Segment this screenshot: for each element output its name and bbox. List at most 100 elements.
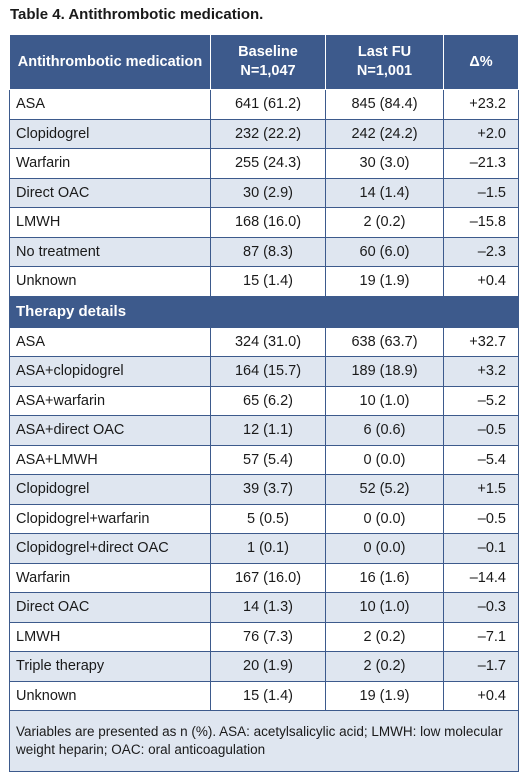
cell-last-fu: 6 (0.6)	[325, 415, 444, 446]
cell-delta: +3.2	[443, 356, 519, 387]
cell-last-fu: 10 (1.0)	[325, 592, 444, 623]
cell-last-fu: 242 (24.2)	[325, 118, 444, 149]
cell-baseline: 14 (1.3)	[210, 592, 326, 623]
header-medication: Antithrombotic medication	[9, 34, 211, 90]
cell-delta: –5.2	[443, 385, 519, 416]
cell-label: Unknown	[9, 680, 211, 711]
cell-label: Clopidogrel	[9, 118, 211, 149]
cell-last-fu: 10 (1.0)	[325, 385, 444, 416]
cell-baseline: 232 (22.2)	[210, 118, 326, 149]
table-row: ASA 324 (31.0) 638 (63.7) +32.7	[9, 326, 519, 357]
cell-last-fu: 16 (1.6)	[325, 562, 444, 593]
cell-label: ASA	[9, 89, 211, 120]
cell-delta: +0.4	[443, 266, 519, 297]
footnote-row: Variables are presented as n (%). ASA: a…	[9, 710, 519, 772]
cell-baseline: 5 (0.5)	[210, 503, 326, 534]
cell-label: Unknown	[9, 266, 211, 297]
cell-delta: –15.8	[443, 207, 519, 238]
table-row: Warfarin 255 (24.3) 30 (3.0) –21.3	[9, 148, 519, 179]
cell-baseline: 324 (31.0)	[210, 326, 326, 357]
cell-last-fu: 189 (18.9)	[325, 356, 444, 387]
cell-baseline: 641 (61.2)	[210, 89, 326, 120]
cell-label: Clopidogrel	[9, 474, 211, 505]
table-row: No treatment 87 (8.3) 60 (6.0) –2.3	[9, 236, 519, 267]
table-row: Direct OAC 30 (2.9) 14 (1.4) –1.5	[9, 177, 519, 208]
cell-label: ASA+LMWH	[9, 444, 211, 475]
cell-last-fu: 14 (1.4)	[325, 177, 444, 208]
table-row: Warfarin 167 (16.0) 16 (1.6) –14.4	[9, 562, 519, 593]
cell-delta: –2.3	[443, 236, 519, 267]
cell-label: Clopidogrel+warfarin	[9, 503, 211, 534]
cell-last-fu: 19 (1.9)	[325, 680, 444, 711]
cell-last-fu: 0 (0.0)	[325, 444, 444, 475]
cell-label: ASA+clopidogrel	[9, 356, 211, 387]
cell-last-fu: 0 (0.0)	[325, 503, 444, 534]
cell-delta: –5.4	[443, 444, 519, 475]
cell-delta: –7.1	[443, 621, 519, 652]
cell-delta: –0.5	[443, 415, 519, 446]
cell-label: Direct OAC	[9, 592, 211, 623]
cell-delta: –1.7	[443, 651, 519, 682]
table-row: ASA+LMWH 57 (5.4) 0 (0.0) –5.4	[9, 444, 519, 475]
cell-last-fu: 2 (0.2)	[325, 651, 444, 682]
cell-delta: –14.4	[443, 562, 519, 593]
cell-delta: +2.0	[443, 118, 519, 149]
table-row: ASA+warfarin 65 (6.2) 10 (1.0) –5.2	[9, 385, 519, 416]
cell-baseline: 76 (7.3)	[210, 621, 326, 652]
cell-label: No treatment	[9, 236, 211, 267]
table-row: ASA+clopidogrel 164 (15.7) 189 (18.9) +3.2	[9, 356, 519, 387]
cell-delta: –0.5	[443, 503, 519, 534]
cell-baseline: 12 (1.1)	[210, 415, 326, 446]
cell-last-fu: 30 (3.0)	[325, 148, 444, 179]
header-baseline-n: N=1,047	[240, 63, 296, 79]
header-baseline: Baseline N=1,047	[210, 34, 326, 90]
cell-label: ASA+warfarin	[9, 385, 211, 416]
section-header-row: Therapy details	[9, 295, 519, 328]
section-title: Therapy details	[9, 295, 519, 328]
cell-last-fu: 60 (6.0)	[325, 236, 444, 267]
cell-label: Warfarin	[9, 148, 211, 179]
cell-delta: +0.4	[443, 680, 519, 711]
table-row: Triple therapy 20 (1.9) 2 (0.2) –1.7	[9, 651, 519, 682]
header-last-fu-label: Last FU	[357, 44, 412, 60]
table-row: ASA 641 (61.2) 845 (84.4) +23.2	[9, 89, 519, 120]
cell-delta: +1.5	[443, 474, 519, 505]
header-last-fu-n: N=1,001	[356, 63, 413, 79]
cell-label: ASA+direct OAC	[9, 415, 211, 446]
table-title: Table 4. Antithrombotic medication.	[10, 6, 264, 23]
cell-baseline: 15 (1.4)	[210, 680, 326, 711]
cell-last-fu: 845 (84.4)	[325, 89, 444, 120]
cell-baseline: 39 (3.7)	[210, 474, 326, 505]
table-row: ASA+direct OAC 12 (1.1) 6 (0.6) –0.5	[9, 415, 519, 446]
cell-baseline: 167 (16.0)	[210, 562, 326, 593]
table-footnote: Variables are presented as n (%). ASA: a…	[9, 710, 519, 772]
cell-last-fu: 638 (63.7)	[325, 326, 444, 357]
table-row: Clopidogrel 232 (22.2) 242 (24.2) +2.0	[9, 118, 519, 149]
table-body: ASA 641 (61.2) 845 (84.4) +23.2 Clopidogrel…	[9, 89, 519, 772]
table-row: Unknown 15 (1.4) 19 (1.9) +0.4	[9, 680, 519, 711]
cell-label: Direct OAC	[9, 177, 211, 208]
table-row: Clopidogrel 39 (3.7) 52 (5.2) +1.5	[9, 474, 519, 505]
cell-label: LMWH	[9, 621, 211, 652]
cell-last-fu: 52 (5.2)	[325, 474, 444, 505]
cell-delta: –0.1	[443, 533, 519, 564]
cell-label: Triple therapy	[9, 651, 211, 682]
cell-delta: –21.3	[443, 148, 519, 179]
cell-label: ASA	[9, 326, 211, 357]
table-row: LMWH 168 (16.0) 2 (0.2) –15.8	[9, 207, 519, 238]
cell-baseline: 1 (0.1)	[210, 533, 326, 564]
cell-last-fu: 2 (0.2)	[325, 207, 444, 238]
header-delta: Δ%	[443, 34, 519, 90]
cell-label: Warfarin	[9, 562, 211, 593]
cell-baseline: 65 (6.2)	[210, 385, 326, 416]
cell-delta: +32.7	[443, 326, 519, 357]
antithrombotic-table: Antithrombotic medication Baseline N=1,04…	[9, 34, 519, 772]
cell-last-fu: 2 (0.2)	[325, 621, 444, 652]
cell-baseline: 20 (1.9)	[210, 651, 326, 682]
cell-baseline: 87 (8.3)	[210, 236, 326, 267]
table-row: Clopidogrel+warfarin 5 (0.5) 0 (0.0) –0.5	[9, 503, 519, 534]
cell-label: Clopidogrel+direct OAC	[9, 533, 211, 564]
cell-baseline: 30 (2.9)	[210, 177, 326, 208]
header-last-fu: Last FU N=1,001	[325, 34, 444, 90]
cell-last-fu: 19 (1.9)	[325, 266, 444, 297]
